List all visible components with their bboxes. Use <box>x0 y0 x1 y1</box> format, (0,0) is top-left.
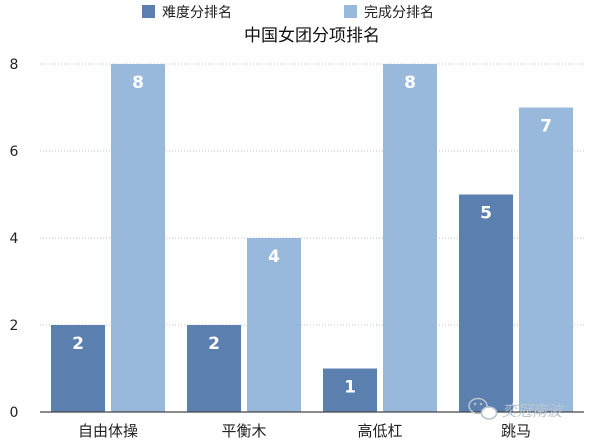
y-tick-label: 8 <box>10 57 19 73</box>
y-tick-label: 2 <box>10 318 19 334</box>
bar <box>111 64 165 412</box>
x-category-label: 跳马 <box>501 422 531 440</box>
chart-title: 中国女团分项排名 <box>244 26 380 46</box>
y-tick-label: 4 <box>10 231 19 247</box>
y-tick-label: 0 <box>10 405 19 421</box>
legend: 难度分排名 完成分排名 <box>142 5 434 21</box>
bar <box>323 368 377 412</box>
bar-value-label: 4 <box>268 247 280 267</box>
watermark: 奕冠南波 <box>468 397 564 420</box>
legend-label-difficulty: 难度分排名 <box>162 5 232 21</box>
bar-value-label: 8 <box>132 73 144 93</box>
watermark-text: 奕冠南波 <box>502 402 564 420</box>
legend-swatch-difficulty <box>142 5 155 18</box>
bar <box>247 238 301 412</box>
bar <box>383 64 437 412</box>
y-axis: 0 2 4 6 8 <box>10 57 19 421</box>
y-tick-label: 6 <box>10 144 19 160</box>
x-category-label: 高低杠 <box>357 422 402 440</box>
bars: 2 8 2 4 1 8 5 7 <box>51 64 573 412</box>
bar-value-label: 1 <box>344 378 356 398</box>
bar-value-label: 2 <box>208 334 220 354</box>
legend-label-execution: 完成分排名 <box>364 5 434 21</box>
x-category-label: 自由体操 <box>78 422 138 440</box>
bar <box>519 107 573 412</box>
bar <box>459 194 513 412</box>
x-category-label: 平衡木 <box>221 422 266 440</box>
bar <box>187 325 241 412</box>
bar-value-label: 5 <box>480 204 492 224</box>
legend-swatch-execution <box>344 5 357 18</box>
bar-value-label: 2 <box>72 334 84 354</box>
wechat-icon <box>468 397 498 420</box>
bar-value-label: 8 <box>404 73 416 93</box>
bar-value-label: 7 <box>540 117 552 137</box>
bar <box>51 325 105 412</box>
